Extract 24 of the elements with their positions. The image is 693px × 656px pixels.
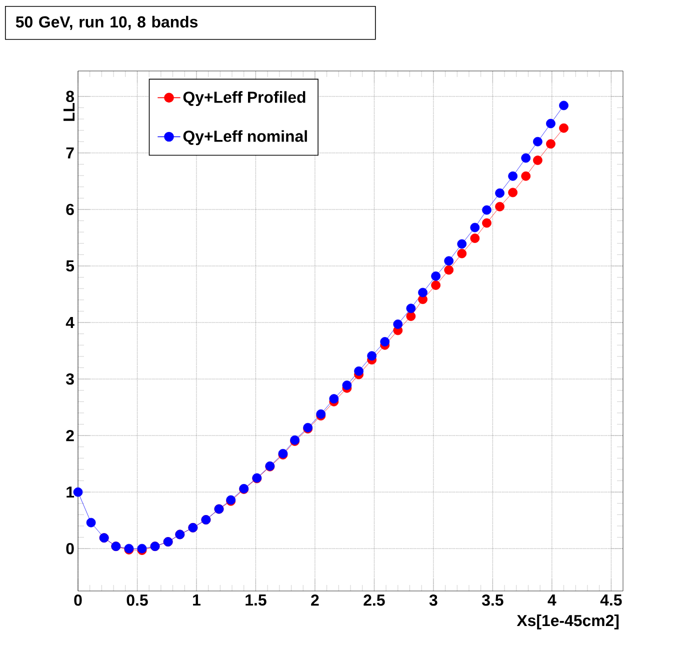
x-tick-label: 2.5 [364,594,385,606]
x-tick-label: 3.5 [482,594,504,606]
y-tick-label: 1 [66,486,74,498]
chart-title: 50 GeV, run 10, 8 bands [16,16,198,30]
x-tick-label: 2 [311,594,319,606]
y-tick-label: 0 [66,542,74,554]
y-tick-label: 3 [66,373,74,385]
x-axis-title: Xs[1e-45cm2] [516,614,619,630]
y-axis-title: LL [64,102,74,121]
x-tick-label: 4 [548,594,556,606]
x-tick-label: 1.5 [246,594,266,606]
y-tick-label: 6 [66,204,74,216]
legend-label: Qy+Leff Profiled [183,91,306,106]
x-tick-label: 1 [193,594,200,606]
x-tick-label: 0 [74,594,82,606]
y-tick-label: 5 [66,260,74,272]
y-tick-label: 8 [66,90,74,102]
x-tick-label: 3 [429,594,438,606]
y-tick-label: 4 [66,317,74,328]
y-tick-label: 7 [66,147,74,158]
x-tick-label: 4.5 [600,594,622,606]
legend-label: Qy+Leff nominal [183,130,307,146]
x-tick-label: 0.5 [126,594,148,606]
y-tick-label: 2 [66,430,74,442]
